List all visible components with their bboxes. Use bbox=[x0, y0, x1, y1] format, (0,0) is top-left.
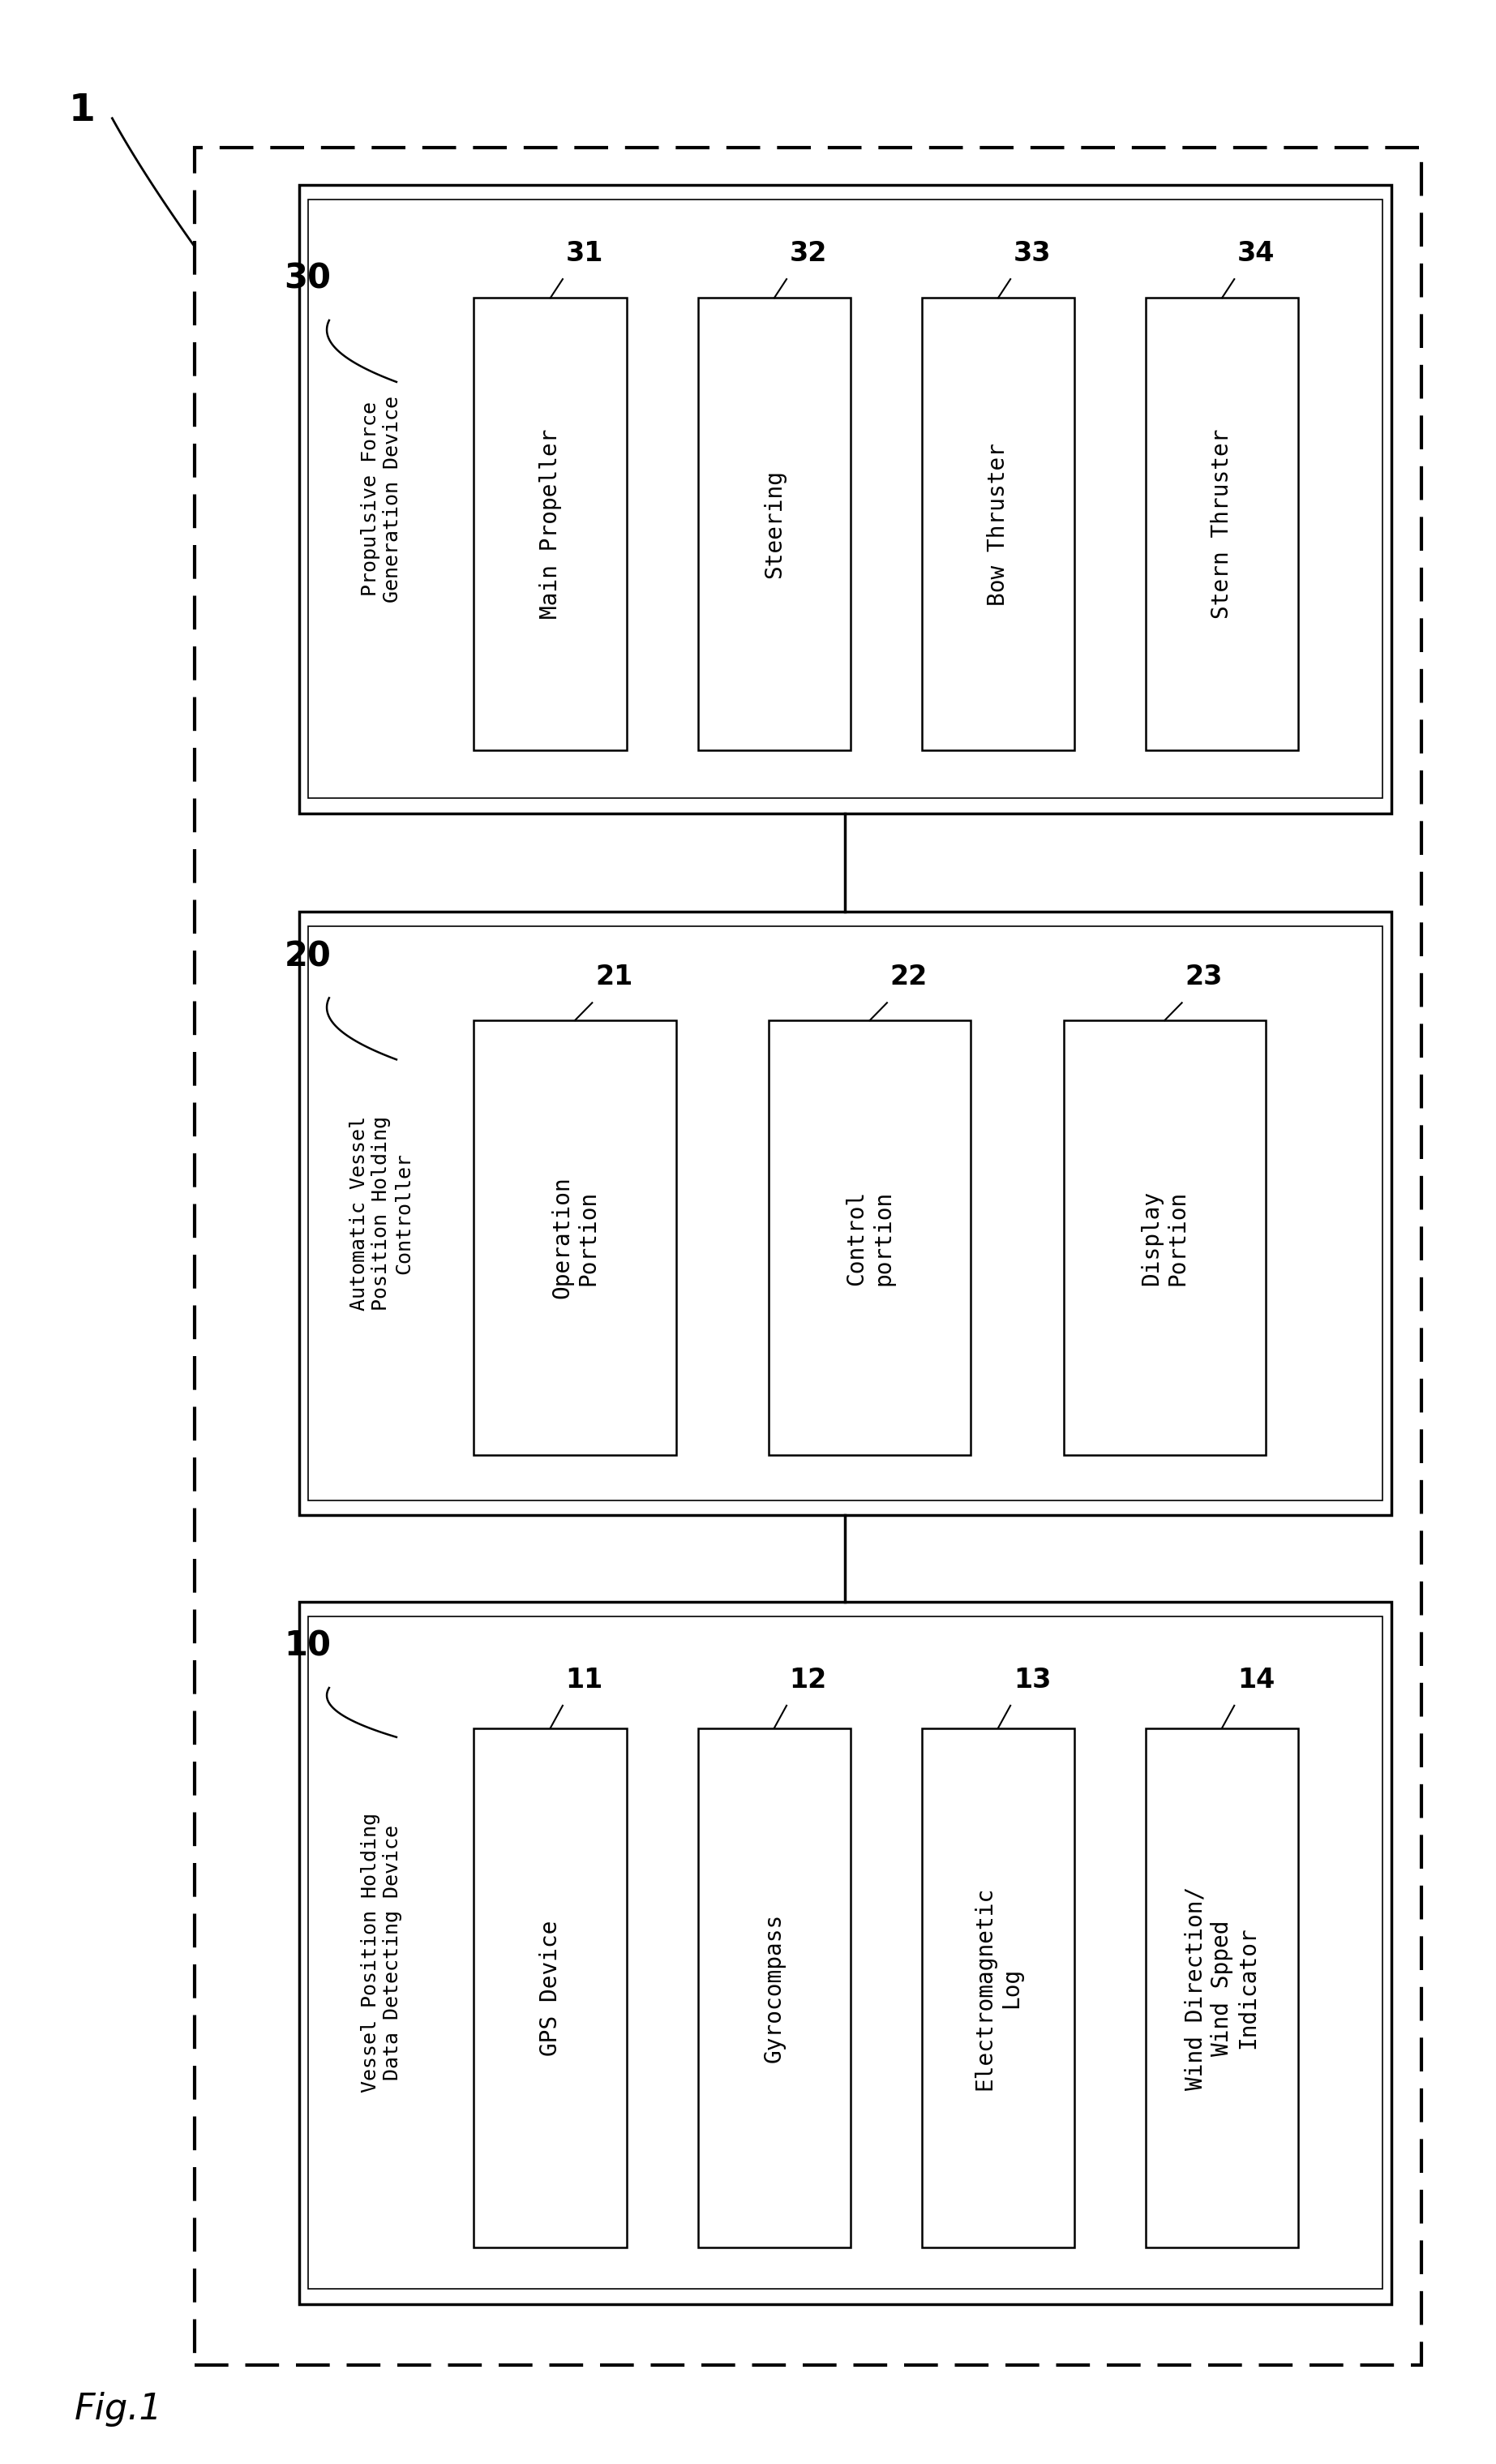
Text: 30: 30 bbox=[284, 261, 331, 296]
Bar bbox=[769, 1020, 971, 1454]
Text: 23: 23 bbox=[1185, 963, 1222, 991]
Bar bbox=[194, 148, 1421, 2365]
Text: Main Propeller: Main Propeller bbox=[539, 429, 561, 618]
Bar bbox=[299, 912, 1391, 1515]
Bar bbox=[308, 926, 1382, 1501]
Bar bbox=[299, 185, 1391, 813]
Bar bbox=[1146, 298, 1299, 749]
Bar bbox=[299, 1602, 1391, 2304]
Text: Propulsive Force
Generation Device: Propulsive Force Generation Device bbox=[361, 397, 402, 601]
Bar bbox=[474, 1020, 676, 1454]
Text: Gyrocompass: Gyrocompass bbox=[763, 1912, 785, 2062]
Bar bbox=[474, 1727, 627, 2247]
Text: Vessel Position Holding
Data Detecting Device: Vessel Position Holding Data Detecting D… bbox=[361, 1814, 402, 2092]
Text: 1: 1 bbox=[69, 94, 96, 128]
Text: 12: 12 bbox=[790, 1666, 827, 1693]
Text: Steering: Steering bbox=[763, 471, 785, 579]
Text: 34: 34 bbox=[1237, 239, 1275, 266]
Text: Fig.1: Fig.1 bbox=[75, 2393, 163, 2427]
Text: GPS Device: GPS Device bbox=[539, 1919, 561, 2055]
Text: 11: 11 bbox=[565, 1666, 603, 1693]
Bar bbox=[308, 200, 1382, 798]
Text: 32: 32 bbox=[790, 239, 827, 266]
Bar bbox=[308, 1616, 1382, 2289]
Text: Electromagnetic
Log: Electromagnetic Log bbox=[974, 1885, 1023, 2089]
Text: Stern Thruster: Stern Thruster bbox=[1210, 429, 1233, 618]
Text: 20: 20 bbox=[284, 939, 331, 973]
Text: Operation
Portion: Operation Portion bbox=[551, 1175, 600, 1299]
Text: Wind Direction/
Wind Spped
Indicator: Wind Direction/ Wind Spped Indicator bbox=[1185, 1885, 1260, 2089]
Text: 21: 21 bbox=[595, 963, 633, 991]
Text: 22: 22 bbox=[890, 963, 928, 991]
Text: 13: 13 bbox=[1013, 1666, 1052, 1693]
Bar bbox=[922, 298, 1074, 749]
Text: 33: 33 bbox=[1013, 239, 1052, 266]
Bar bbox=[474, 298, 627, 749]
Text: Automatic Vessel
Position Holding
Controller: Automatic Vessel Position Holding Contro… bbox=[349, 1116, 414, 1311]
Bar bbox=[697, 298, 851, 749]
Bar bbox=[697, 1727, 851, 2247]
Text: Control
portion: Control portion bbox=[845, 1190, 895, 1286]
Text: Display
Portion: Display Portion bbox=[1140, 1190, 1189, 1286]
Bar bbox=[1146, 1727, 1299, 2247]
Text: 10: 10 bbox=[284, 1629, 331, 1663]
Bar bbox=[922, 1727, 1074, 2247]
Text: Bow Thruster: Bow Thruster bbox=[987, 444, 1010, 606]
Bar bbox=[1064, 1020, 1266, 1454]
Text: 31: 31 bbox=[565, 239, 603, 266]
Text: 14: 14 bbox=[1237, 1666, 1275, 1693]
